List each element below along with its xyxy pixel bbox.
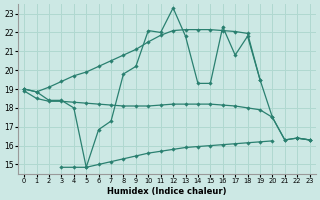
X-axis label: Humidex (Indice chaleur): Humidex (Indice chaleur) bbox=[107, 187, 227, 196]
